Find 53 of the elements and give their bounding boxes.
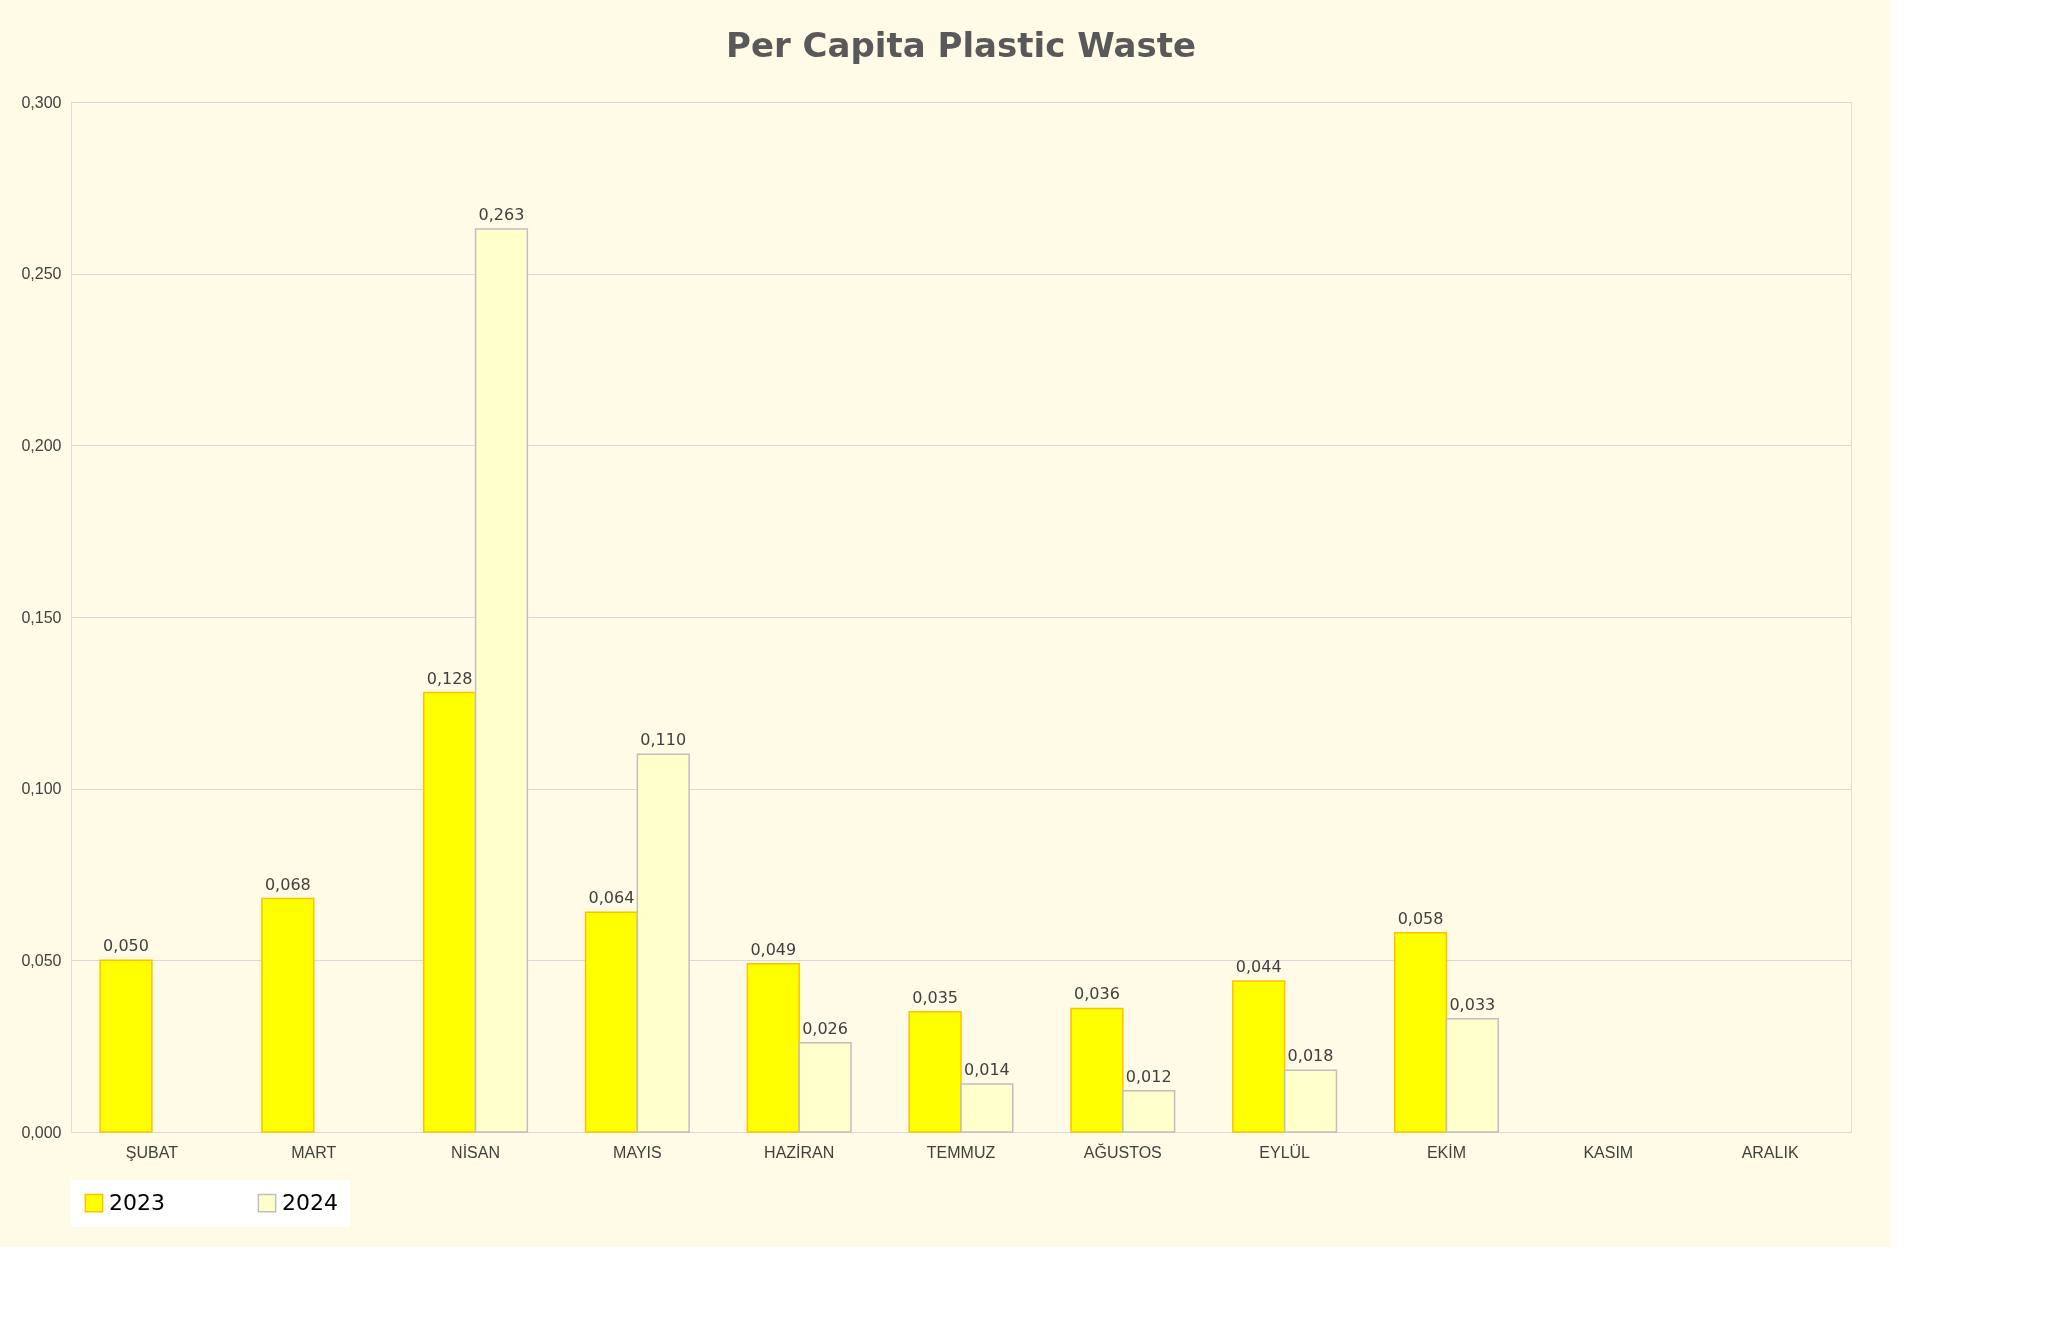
bar (636, 753, 690, 1133)
data-label: 0,035 (912, 987, 959, 1007)
data-label: 0,128 (426, 668, 473, 688)
bar (1445, 1017, 1499, 1133)
data-label: 0,044 (1235, 956, 1282, 976)
x-tick-label: EKİM (1426, 1142, 1467, 1161)
y-tick-label: 0,150 (21, 608, 62, 626)
y-tick-label: 0,050 (21, 951, 62, 969)
bar (798, 1041, 852, 1133)
data-label: 0,068 (264, 874, 311, 894)
data-label: 0,018 (1287, 1046, 1334, 1066)
y-tick-label: 0,200 (21, 436, 62, 454)
bar (1070, 1007, 1124, 1133)
bar (1393, 932, 1448, 1133)
x-tick-label: NİSAN (451, 1142, 500, 1161)
y-tick-label: 0,000 (21, 1123, 62, 1141)
data-label: 0,033 (1449, 994, 1496, 1014)
bar (261, 897, 315, 1133)
data-label: 0,012 (1125, 1066, 1172, 1086)
x-tick-label: MAYIS (613, 1143, 662, 1161)
x-tick-label: EYLÜL (1259, 1143, 1311, 1161)
y-tick-label: 0,300 (21, 93, 62, 111)
data-label: 0,050 (103, 936, 149, 956)
data-label: 0,049 (750, 939, 797, 959)
bar (423, 691, 477, 1133)
bar (746, 963, 800, 1133)
bar (960, 1083, 1014, 1133)
bar (908, 1011, 962, 1133)
legend-label: 2024 (282, 1190, 338, 1216)
y-tick-label: 0,100 (21, 780, 62, 798)
data-label: 0,058 (1397, 908, 1444, 928)
x-tick-label: HAZİRAN (764, 1142, 835, 1161)
y-tick-label: 0,250 (21, 265, 62, 283)
data-label: 0,026 (802, 1018, 848, 1038)
x-tick-label: ARALIK (1741, 1143, 1799, 1161)
x-tick-label: AĞUSTOS (1083, 1142, 1162, 1161)
x-tick-label: ŞUBAT (125, 1143, 179, 1161)
bar (474, 228, 529, 1133)
bar (1232, 980, 1286, 1133)
x-tick-label: TEMMUZ (926, 1143, 996, 1161)
data-label: 0,263 (478, 205, 525, 225)
bar (99, 959, 153, 1133)
x-tick-label: MART (291, 1143, 337, 1161)
bar (1122, 1090, 1176, 1133)
data-label: 0,064 (588, 888, 635, 908)
x-tick-label: KASIM (1583, 1143, 1634, 1161)
legend-label: 2023 (109, 1190, 165, 1216)
data-label: 0,110 (640, 730, 687, 750)
bar (1283, 1069, 1338, 1133)
data-label: 0,036 (1074, 984, 1120, 1004)
bar (584, 911, 639, 1133)
chart-title: Per Capita Plastic Waste (726, 25, 1196, 65)
data-label: 0,014 (963, 1059, 1010, 1079)
